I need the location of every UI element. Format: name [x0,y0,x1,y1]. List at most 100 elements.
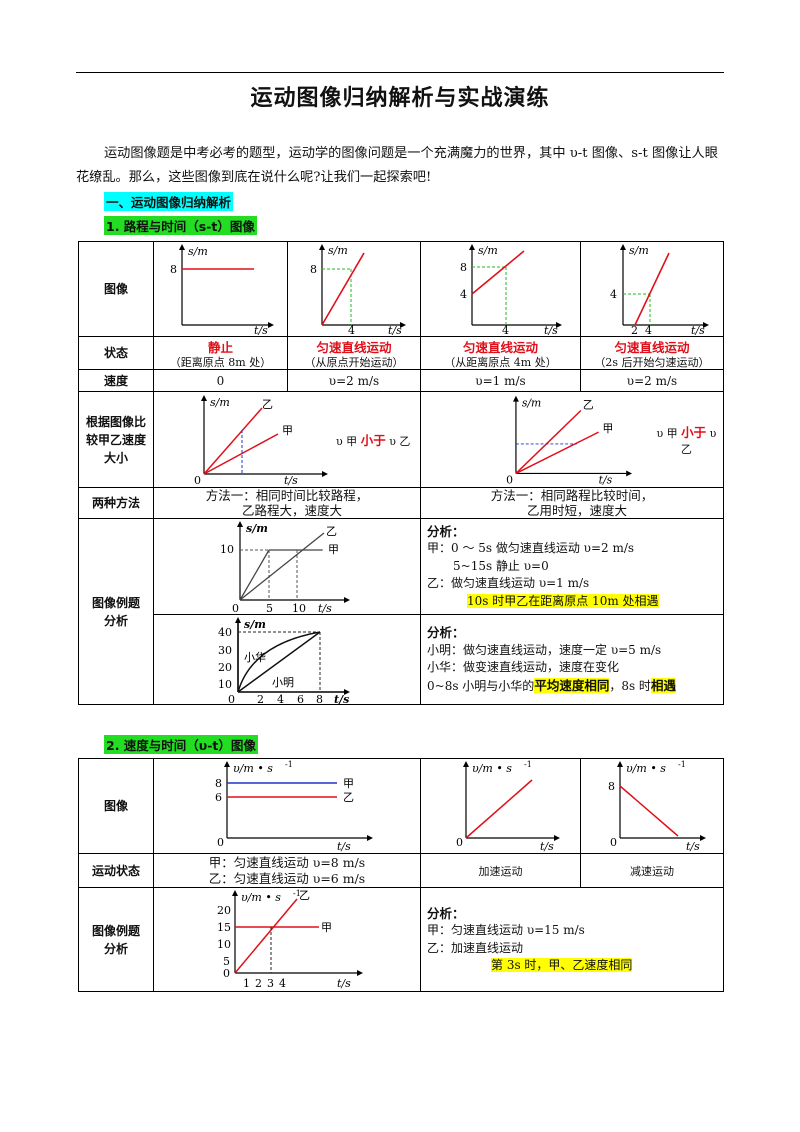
svg-text:t/s: t/s [318,602,332,614]
svg-text:6: 6 [215,791,222,804]
svg-text:t/s: t/s [691,324,705,335]
method-two: 方法一：相同路程比较时间， 乙用时短，速度大 [420,487,724,519]
axis-t: t/s [254,324,268,335]
svg-text:甲: 甲 [328,543,339,556]
vt-graph-accelerate: υ/m • s -1 t/s 0 [420,758,581,854]
svg-text:1: 1 [243,977,250,990]
svg-text:t/s: t/s [337,977,351,990]
svg-text:t/s: t/s [544,324,558,335]
svg-text:10: 10 [220,543,234,556]
graph-uniform-origin: s/m t/s 8 4 [287,241,421,337]
axis-s: s/m [188,245,208,258]
svg-text:s/m: s/m [478,244,498,257]
svg-text:8: 8 [316,693,323,704]
svg-text:t/s: t/s [599,473,613,486]
top-rule [76,72,724,73]
svg-text:乙: 乙 [262,398,273,411]
section-heading: 一、运动图像归纳解析 [104,192,234,211]
intro-paragraph: 运动图像题是中考必考的题型，运动学的图像问题是一个充满魔力的世界，其中 υ-t … [76,146,718,185]
svg-text:30: 30 [218,644,232,657]
svg-text:s/m: s/m [522,396,541,409]
svg-text:s/m: s/m [246,522,268,535]
vt-example-graph: υ/m • s -1 t/s 20 15 10 5 0 1 2 3 4 乙 甲 [153,887,421,992]
svg-text:5: 5 [223,955,230,968]
svg-text:4: 4 [277,693,284,704]
row-label-state: 状态 [78,336,154,370]
svg-text:6: 6 [297,693,304,704]
svg-text:t/s: t/s [388,324,402,335]
svg-text:40: 40 [218,626,232,639]
page-title: 运动图像归纳解析与实战演练 [250,86,550,111]
example2-graph: s/m t/s 40 30 20 10 0 2 4 6 8 小华 小明 [153,614,421,705]
svg-text:0: 0 [456,836,463,849]
svg-text:-1: -1 [524,760,532,769]
svg-text:4: 4 [610,288,617,301]
svg-text:8: 8 [608,780,615,793]
subsection-heading-st: 1. 路程与时间（s-t）图像 [104,216,257,235]
compare-same-time: s/m t/s 0 乙 甲 υ 甲 小于 υ 乙 [153,391,421,488]
svg-text:乙: 乙 [583,398,594,411]
svg-text:0: 0 [232,602,239,614]
svg-text:υ/m • s: υ/m • s [472,762,512,775]
svg-text:甲: 甲 [603,422,614,435]
row-label-image-vt: 图像 [78,758,154,854]
svg-text:υ/m • s: υ/m • s [241,891,281,904]
graph-uniform-offset: s/m t/s 8 4 4 [420,241,581,337]
svg-text:2: 2 [257,693,264,704]
svg-text:甲: 甲 [282,424,293,437]
svg-text:s/m: s/m [244,618,266,631]
vt-graph-decelerate: υ/m • s -1 t/s 0 8 [580,758,724,854]
example1-analysis: 分析： 甲：0 ～ 5s 做匀速直线运动 υ=2 m/s 5~15s 静止 υ=… [420,518,724,615]
svg-text:0: 0 [610,836,617,849]
svg-text:-1: -1 [678,760,686,769]
svg-text:0: 0 [223,967,230,980]
svg-text:小明: 小明 [272,676,294,689]
svg-text:20: 20 [217,904,231,917]
svg-text:2: 2 [255,977,262,990]
example2-analysis: 分析： 小明：做匀速直线运动，速度一定 υ=5 m/s 小华：做变速直线运动，速… [420,614,724,705]
svg-text:2: 2 [631,324,638,335]
svg-text:8: 8 [460,261,467,274]
vt-graph-uniform: υ/m • s -1 t/s 0 8 6 甲 乙 [153,758,421,854]
example1-graph: s/m t/s 10 0 5 10 乙 甲 [153,518,421,615]
st-graph-table: 图像 s/m t/s 8 s/m t/s 8 4 [78,241,724,705]
row-label-compare: 根据图像比较甲乙速度大小 [78,391,154,488]
row-label-vt-example: 图像例题分析 [78,887,154,992]
svg-text:t/s: t/s [540,840,554,852]
svg-text:4: 4 [460,288,467,301]
tick: 8 [170,263,177,276]
svg-text:0: 0 [228,693,235,704]
svg-text:8: 8 [310,263,317,276]
svg-text:s/m: s/m [210,396,230,409]
svg-text:20: 20 [218,661,232,674]
vt-example-analysis: 分析： 甲：匀速直线运动 υ=15 m/s 乙：加速直线运动 第 3s 时，甲、… [420,887,724,992]
graph-static: s/m t/s 8 [153,241,288,337]
svg-text:υ/m • s: υ/m • s [626,762,666,775]
method-one: 方法一：相同时间比较路程， 乙路程大，速度大 [153,487,421,519]
svg-text:10: 10 [217,938,231,951]
svg-text:s/m: s/m [629,244,649,257]
svg-text:10: 10 [218,678,232,691]
svg-text:0: 0 [506,473,513,486]
svg-text:4: 4 [279,977,286,990]
svg-text:-1: -1 [293,889,301,898]
svg-text:10: 10 [292,602,306,614]
svg-text:乙: 乙 [343,791,354,804]
svg-text:t/s: t/s [284,474,298,486]
compare-same-distance: s/m t/s 0 乙 甲 υ 甲 小于 υ 乙 [420,391,724,488]
svg-text:-1: -1 [285,760,293,769]
svg-text:υ/m • s: υ/m • s [233,762,273,775]
svg-text:3: 3 [267,977,274,990]
svg-text:t/s: t/s [686,840,700,852]
svg-text:s/m: s/m [328,244,348,257]
svg-text:甲: 甲 [321,921,332,934]
svg-text:4: 4 [502,324,509,335]
row-label-motion-state: 运动状态 [78,853,154,888]
svg-text:0: 0 [217,836,224,849]
row-label-speed: 速度 [78,369,154,392]
graph-delayed: s/m t/s 4 2 4 [580,241,724,337]
subsection-heading-vt: 2. 速度与时间（υ-t）图像 [104,735,258,754]
svg-text:甲: 甲 [343,777,354,790]
vt-graph-table: 图像 υ/m • s -1 t/s 0 8 6 甲 乙 υ [78,758,724,992]
row-label-methods: 两种方法 [78,487,154,519]
